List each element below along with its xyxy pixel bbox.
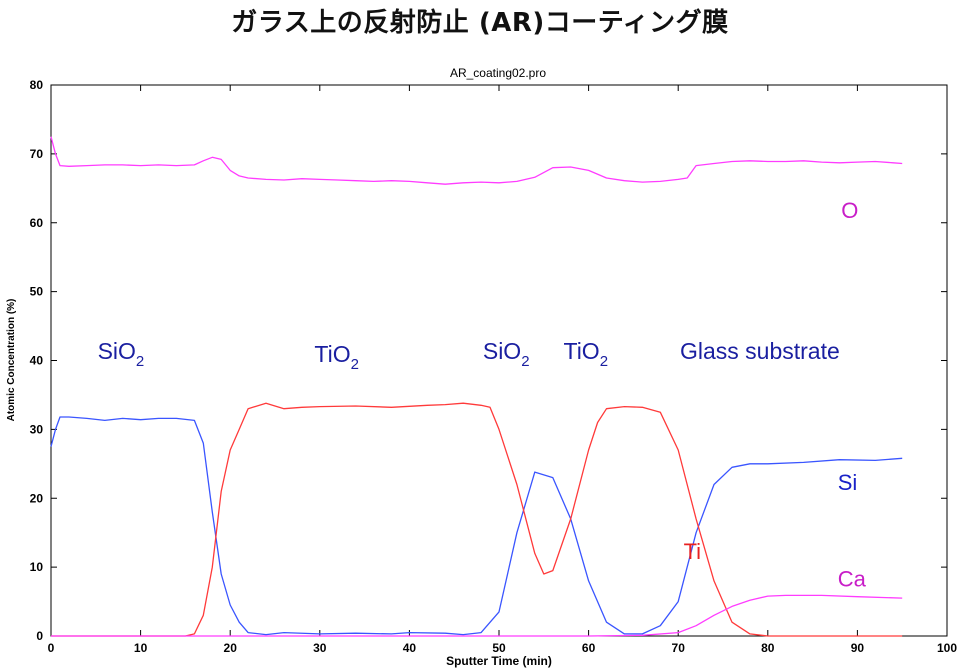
series-layer [50,136,903,637]
plot-title: AR_coating02.pro [450,66,546,80]
x-axis-label: Sputter Time (min) [446,654,552,668]
series-line-ti [51,402,903,637]
y-tick-label: 10 [30,560,44,574]
region-label: SiO2 [483,338,530,370]
x-tick-label: 10 [134,641,148,655]
x-tick-label: 90 [851,641,865,655]
y-tick-label: 60 [30,216,44,230]
series-label-si: Si [838,470,858,495]
y-tick-label: 20 [30,491,44,505]
region-label: TiO2 [564,338,609,370]
y-tick-label: 50 [30,285,44,299]
y-tick-label: 30 [30,422,44,436]
y-tick-label: 0 [36,629,43,643]
y-tick-label: 70 [30,147,44,161]
x-tick-label: 40 [403,641,417,655]
x-tick-label: 50 [492,641,506,655]
x-tick-label: 30 [313,641,327,655]
region-label: Glass substrate [680,338,840,364]
series-label-o: O [841,198,858,223]
page-title: ガラス上の反射防止 (AR)コーティング膜 [231,8,729,38]
series-line-o [50,136,903,185]
series-labels: O Si Ti Ca [684,198,867,591]
series-label-ca: Ca [838,566,867,591]
region-label: SiO2 [98,338,145,370]
y-axis-label: Atomic Concentration (%) [6,299,17,422]
series-line-si [50,416,903,636]
series-label-ti: Ti [684,539,702,564]
region-labels: SiO2 TiO2 SiO2 TiO2 Glass substrate [98,338,840,373]
x-tick-label: 100 [937,641,957,655]
y-tick-label: 80 [30,78,44,92]
x-tick-label: 60 [582,641,596,655]
region-label: TiO2 [314,341,359,373]
x-tick-label: 20 [224,641,238,655]
series-line-ca [51,594,903,637]
x-axis: 0 10 20 30 40 50 60 70 80 90 100 [48,85,957,655]
y-axis: 0 10 20 30 40 50 60 70 80 [30,78,947,643]
y-tick-label: 40 [30,354,44,368]
x-tick-label: 0 [48,641,55,655]
x-tick-label: 70 [672,641,686,655]
x-tick-label: 80 [761,641,775,655]
